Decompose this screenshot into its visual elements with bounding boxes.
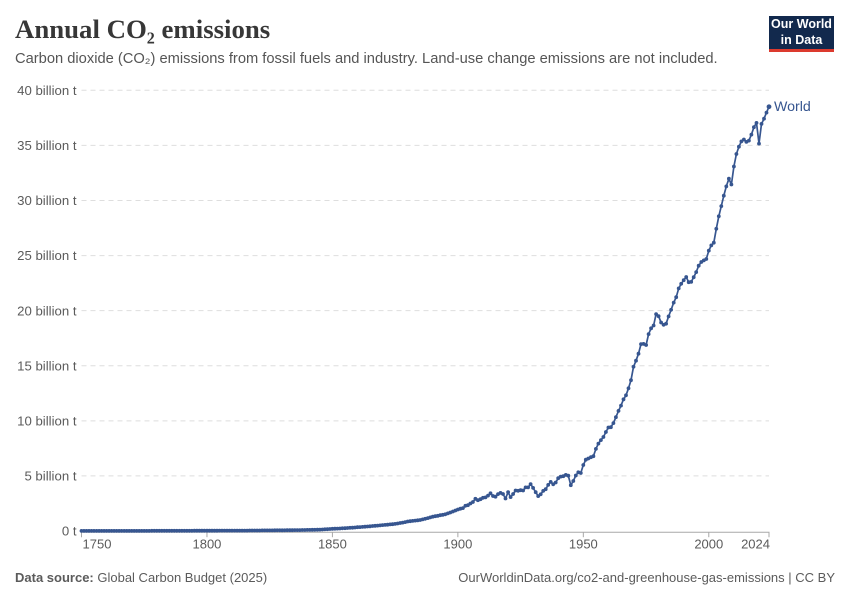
series-line-world[interactable] bbox=[80, 105, 770, 532]
x-axis-label-2000: 2000 bbox=[694, 537, 723, 552]
x-axis-label-1750: 1750 bbox=[83, 537, 112, 552]
y-axis-label-15: 15 billion t bbox=[17, 358, 77, 373]
data-source-text: Global Carbon Budget (2025) bbox=[93, 570, 268, 585]
owid-logo-line2: in Data bbox=[780, 32, 823, 47]
footer-url[interactable]: OurWorldinData.org/co2-and-greenhouse-ga… bbox=[458, 570, 835, 585]
y-axis-label-10: 10 billion t bbox=[17, 413, 77, 428]
x-axis-label-1950: 1950 bbox=[569, 537, 598, 552]
x-axis-label-1900: 1900 bbox=[443, 537, 472, 552]
data-source-label: Data source: bbox=[15, 570, 94, 585]
line-chart-plot[interactable]: 0 t 5 billion t 10 billion t 15 billion t 20… bbox=[0, 0, 850, 560]
y-axis-label-25: 25 billion t bbox=[17, 248, 77, 263]
chart-title: Annual CO₂ emissions bbox=[15, 14, 271, 44]
y-axis-label-40: 40 billion t bbox=[17, 83, 77, 98]
data-source-note: Data source: Global Carbon Budget (2025) bbox=[15, 570, 267, 585]
chart-subtitle: Carbon dioxide (CO₂) emissions from foss… bbox=[15, 51, 718, 67]
y-axis-label-5: 5 billion t bbox=[24, 469, 76, 484]
x-axis-label-1800: 1800 bbox=[192, 537, 221, 552]
series-end-dot bbox=[766, 104, 772, 110]
owid-logo[interactable]: Our World in Data bbox=[769, 16, 834, 52]
y-axis-label-30: 30 billion t bbox=[17, 193, 77, 208]
y-axis-label-20: 20 billion t bbox=[17, 303, 77, 318]
owid-logo-line1: Our World bbox=[771, 17, 832, 32]
series-label-world[interactable]: World bbox=[774, 99, 811, 115]
x-axis-label-1850: 1850 bbox=[318, 537, 347, 552]
y-axis-label-0: 0 t bbox=[62, 524, 77, 539]
chart-footer: Data source: Global Carbon Budget (2025)… bbox=[15, 570, 835, 585]
x-axis-label-2024: 2024 bbox=[741, 537, 770, 552]
y-axis-label-35: 35 billion t bbox=[17, 138, 77, 153]
